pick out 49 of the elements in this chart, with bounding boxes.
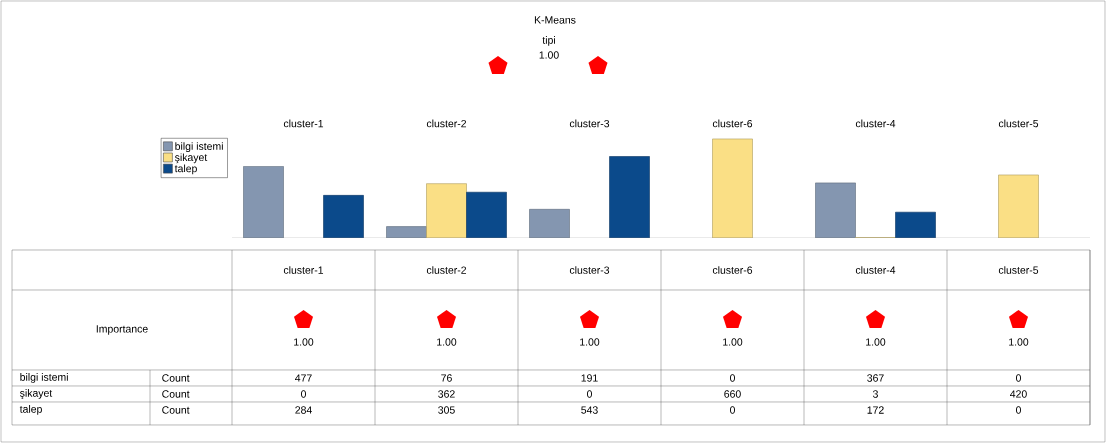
category-label: cluster-6 xyxy=(712,266,753,274)
text: 1.00 xyxy=(866,338,886,346)
text: tipi xyxy=(542,36,555,46)
data-label: 3 xyxy=(872,390,878,398)
x-tick-label: cluster-1 xyxy=(283,119,324,128)
category-label: cluster-4 xyxy=(855,266,896,274)
x-tick-label: cluster-3 xyxy=(569,119,610,128)
data-label: 660 xyxy=(724,390,741,398)
x-tick-label: cluster-6 xyxy=(712,119,753,128)
text: Count xyxy=(162,406,190,414)
text: 1.00 xyxy=(437,338,457,346)
data-label: 305 xyxy=(438,406,455,414)
data-label: 0 xyxy=(730,406,735,414)
text: Count xyxy=(162,390,190,398)
text: 1.00 xyxy=(1009,338,1029,346)
legend-label: talep xyxy=(174,164,197,175)
data-label: 420 xyxy=(1010,390,1027,398)
text: 1.00 xyxy=(723,338,743,346)
text: 1.00 xyxy=(294,338,314,346)
data-label: 0 xyxy=(1016,406,1021,414)
text: talep xyxy=(19,405,42,415)
category-label: cluster-5 xyxy=(998,266,1039,274)
data-label: 543 xyxy=(581,406,598,414)
category-label: cluster-2 xyxy=(426,266,467,274)
data-label: 191 xyxy=(581,374,598,382)
text: 1.00 xyxy=(580,338,600,346)
data-label: 76 xyxy=(441,374,452,382)
x-tick-label: cluster-5 xyxy=(998,119,1039,128)
data-label: 172 xyxy=(867,406,884,414)
data-label: 362 xyxy=(438,390,455,398)
chart-title: K-Means xyxy=(534,16,576,24)
x-tick-label: cluster-4 xyxy=(855,119,896,128)
data-label: 0 xyxy=(1016,374,1021,382)
legend-label: şikayet xyxy=(174,153,208,164)
data-label: 0 xyxy=(301,390,307,398)
data-label: 284 xyxy=(295,406,312,414)
legend-label: bilgi istemi xyxy=(175,142,223,153)
category-label: cluster-3 xyxy=(569,266,610,274)
text: Count xyxy=(162,374,190,382)
text: bilgi istemi xyxy=(20,373,68,383)
data-label: 367 xyxy=(867,374,884,382)
data-label: 0 xyxy=(730,374,735,382)
text: Importance xyxy=(96,325,148,335)
data-label: 477 xyxy=(295,374,312,382)
x-tick-label: cluster-2 xyxy=(426,119,467,128)
data-label: 0 xyxy=(587,390,592,398)
category-label: cluster-1 xyxy=(283,266,324,274)
text: şikayet xyxy=(19,389,53,399)
text: 1.00 xyxy=(539,51,559,59)
